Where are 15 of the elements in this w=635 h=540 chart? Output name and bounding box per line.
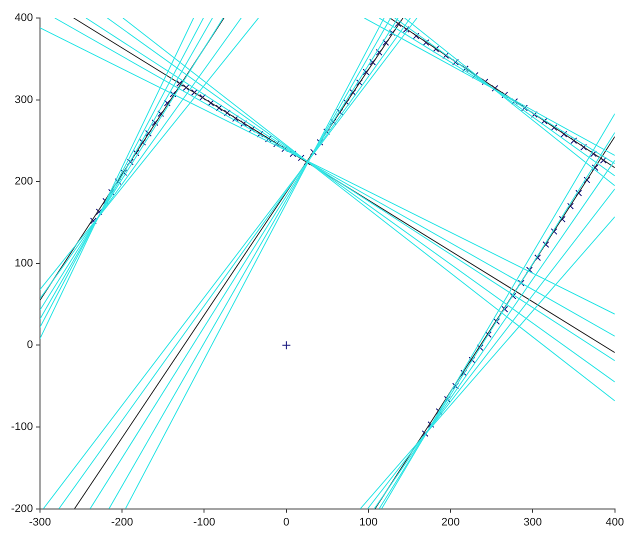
y-tick-label: 200	[14, 176, 34, 188]
x-tick-label: 200	[441, 516, 460, 528]
y-tick-label: -200	[10, 502, 34, 515]
x-tick-label: -200	[111, 516, 134, 528]
x-tick-label: -300	[29, 516, 52, 528]
y-tick-label: 100	[14, 257, 34, 270]
y-tick-label: -100	[10, 421, 34, 434]
x-tick-label: 0	[283, 516, 290, 528]
y-tick-label: 0	[26, 339, 34, 352]
x-tick-label: 400	[606, 516, 624, 528]
x-tick-label: 300	[524, 516, 542, 528]
y-tick-label: 300	[14, 94, 34, 106]
y-tick-label: 400	[14, 12, 34, 24]
x-tick-label: 100	[359, 516, 378, 528]
x-tick-label: -100	[193, 516, 216, 528]
